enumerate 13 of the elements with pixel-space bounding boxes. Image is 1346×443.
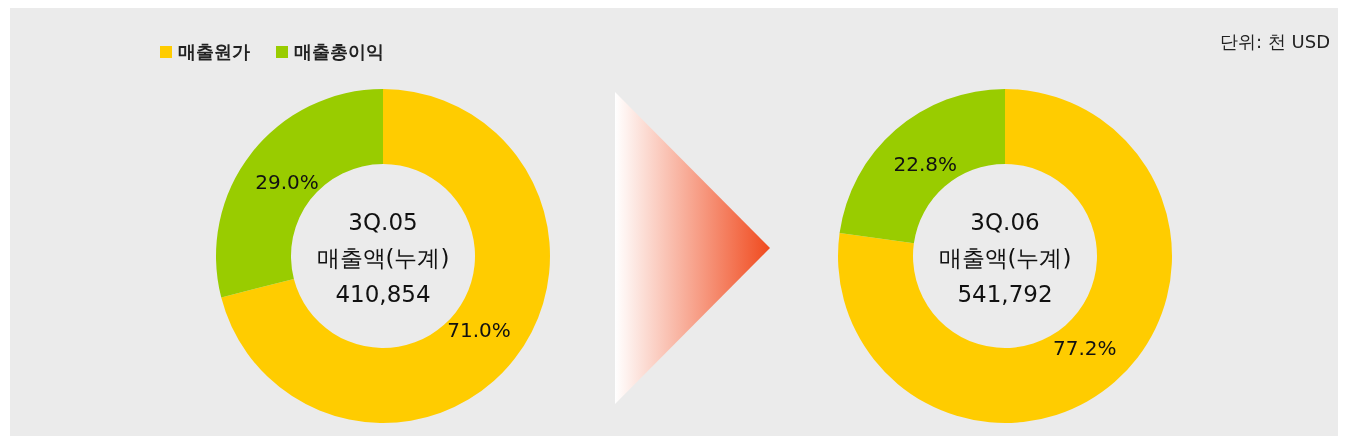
text: 매출액(누계) (938, 245, 1072, 271)
text: 단위: 천 USD (1220, 31, 1330, 52)
data-label: 77.2% (1053, 335, 1117, 360)
data-label: 71.0% (447, 318, 511, 343)
data-label: 22.8% (893, 152, 957, 177)
legend-label: 매출원가 (178, 41, 250, 62)
text: 3Q.06 (970, 209, 1040, 235)
text: 541,792 (957, 281, 1053, 307)
legend-label: 매출총이익 (294, 41, 384, 62)
text: 3Q.05 (348, 209, 418, 235)
text: 410,854 (335, 281, 431, 307)
data-label: 29.0% (255, 169, 319, 194)
text: 매출액(누계) (316, 245, 450, 271)
